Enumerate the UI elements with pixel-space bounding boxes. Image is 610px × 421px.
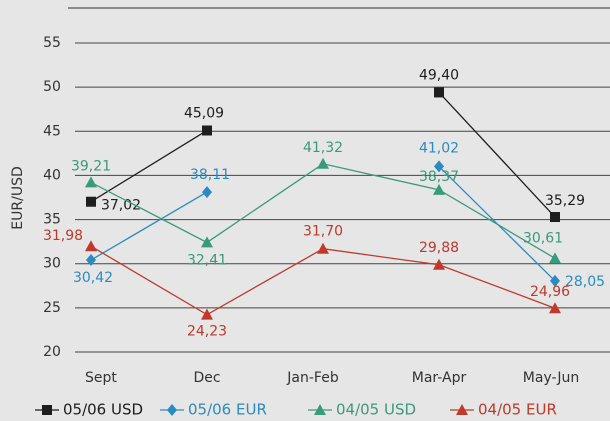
series-line [90,91,556,218]
data-point [201,308,213,320]
data-point [317,242,329,254]
data-point [86,254,96,267]
y-axis-label: EUR/USD [10,166,26,229]
legend-marker [314,404,326,415]
data-label: 37,02 [101,198,141,214]
y-tick-label: 55 [43,35,61,51]
data-point [434,160,444,173]
data-label: 38,11 [190,167,230,183]
data-point [550,212,560,223]
data-point [549,302,561,314]
y-tick-label: 30 [43,256,61,272]
x-tick-label: Mar-Apr [412,370,467,386]
data-label: 28,05 [565,274,605,290]
data-point [202,125,212,136]
x-tick-label: Dec [193,370,220,386]
data-point [85,240,97,252]
data-label: 31,98 [43,228,83,244]
data-label: 35,29 [545,193,585,209]
data-point [550,274,560,287]
data-point [317,157,329,169]
series-line [90,245,556,316]
legend-marker [42,405,52,415]
data-label: 45,09 [184,105,224,121]
data-point [434,87,444,98]
data-label: 30,42 [73,270,113,286]
data-label: 24,23 [187,324,227,340]
data-point [202,186,212,199]
legend-label: 05/06 USD [63,401,143,419]
y-tick-label: 25 [43,300,61,316]
legend-label: 04/05 USD [336,401,416,419]
x-tick-label: May-Jun [523,370,579,386]
data-point [85,176,97,188]
data-point [549,252,561,264]
data-point [86,196,96,207]
data-label: 24,96 [530,284,570,300]
data-label: 30,61 [523,230,563,246]
y-tick-label: 45 [43,123,61,139]
data-label: 41,32 [303,140,343,156]
y-tick-label: 50 [43,79,61,95]
legend-marker [167,404,177,416]
x-tick-label: Sept [85,370,117,386]
data-label: 39,21 [71,158,111,174]
data-label: 38,37 [419,169,459,185]
legend-label: 05/06 EUR [188,401,267,419]
data-point [201,236,213,248]
x-tick-label: Jan-Feb [286,370,339,386]
data-label: 31,70 [303,224,343,240]
data-label: 32,41 [187,252,227,268]
data-point [433,183,445,195]
legend-marker [456,404,468,415]
data-label: 29,88 [419,240,459,256]
legend-label: 04/05 EUR [478,401,557,419]
y-tick-label: 35 [43,212,61,228]
data-label: 49,40 [419,67,459,83]
data-point [433,258,445,270]
y-tick-label: 20 [43,344,61,360]
data-label: 41,02 [419,140,459,156]
y-tick-label: 40 [43,167,61,183]
